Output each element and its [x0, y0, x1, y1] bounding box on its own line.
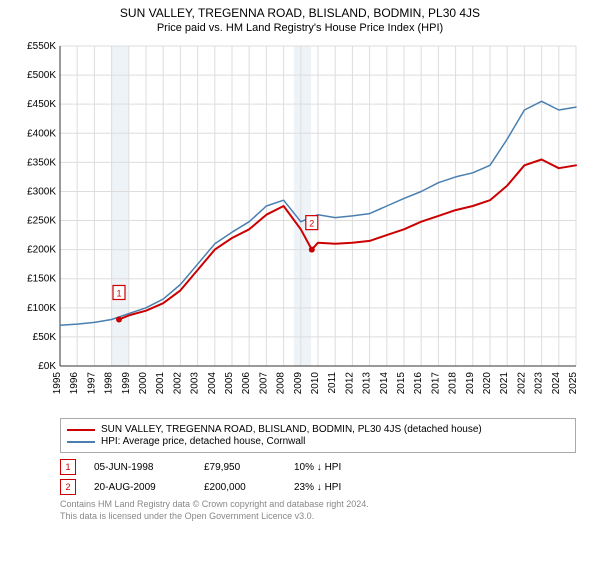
svg-text:1998: 1998 — [104, 372, 115, 395]
legend-label: HPI: Average price, detached house, Corn… — [101, 436, 305, 447]
svg-text:£450K: £450K — [27, 99, 56, 110]
svg-text:2000: 2000 — [138, 372, 149, 395]
marker-price: £200,000 — [204, 482, 294, 493]
svg-text:£150K: £150K — [27, 274, 56, 285]
svg-text:2018: 2018 — [448, 372, 459, 395]
svg-text:2010: 2010 — [310, 372, 321, 395]
svg-text:2003: 2003 — [190, 372, 201, 395]
svg-text:2013: 2013 — [362, 372, 373, 395]
legend-swatch — [67, 429, 95, 431]
legend-item: HPI: Average price, detached house, Corn… — [67, 436, 569, 447]
attribution-line-1: Contains HM Land Registry data © Crown c… — [60, 499, 576, 511]
svg-text:£0K: £0K — [38, 361, 56, 372]
svg-text:2008: 2008 — [276, 372, 287, 395]
marker-price: £79,950 — [204, 462, 294, 473]
svg-text:2019: 2019 — [465, 372, 476, 395]
page-subtitle: Price paid vs. HM Land Registry's House … — [0, 22, 600, 34]
svg-text:£200K: £200K — [27, 245, 56, 256]
marker-date: 05-JUN-1998 — [94, 462, 204, 473]
marker-date: 20-AUG-2009 — [94, 482, 204, 493]
svg-text:1999: 1999 — [121, 372, 132, 395]
svg-text:2024: 2024 — [551, 372, 562, 395]
svg-text:2009: 2009 — [293, 372, 304, 395]
svg-text:£100K: £100K — [27, 303, 56, 314]
svg-text:2015: 2015 — [396, 372, 407, 395]
svg-text:£300K: £300K — [27, 186, 56, 197]
svg-text:2001: 2001 — [155, 372, 166, 395]
svg-text:1996: 1996 — [69, 372, 80, 395]
svg-text:2023: 2023 — [534, 372, 545, 395]
svg-text:£350K: £350K — [27, 157, 56, 168]
svg-text:£550K: £550K — [27, 41, 56, 52]
svg-text:2011: 2011 — [327, 372, 338, 394]
svg-text:2005: 2005 — [224, 372, 235, 395]
svg-text:2004: 2004 — [207, 372, 218, 395]
svg-text:1: 1 — [116, 288, 121, 298]
marker-delta: 23% ↓ HPI — [294, 482, 384, 493]
svg-text:£250K: £250K — [27, 216, 56, 227]
svg-text:£400K: £400K — [27, 128, 56, 139]
svg-text:£50K: £50K — [33, 332, 57, 343]
svg-text:2012: 2012 — [344, 372, 355, 395]
price-chart: £0K £50K £100K £150K £200K £250K £300K £350K £40… — [16, 40, 584, 410]
legend-label: SUN VALLEY, TREGENNA ROAD, BLISLAND, BOD… — [101, 424, 482, 435]
svg-text:2007: 2007 — [258, 372, 269, 395]
legend: SUN VALLEY, TREGENNA ROAD, BLISLAND, BOD… — [60, 418, 576, 453]
marker-number: 2 — [60, 479, 76, 495]
svg-text:2016: 2016 — [413, 372, 424, 395]
chart-svg: £0K £50K £100K £150K £200K £250K £300K £350K £40… — [16, 40, 584, 410]
svg-text:2014: 2014 — [379, 372, 390, 395]
svg-text:2025: 2025 — [568, 372, 579, 395]
svg-text:2021: 2021 — [499, 372, 510, 395]
svg-text:1995: 1995 — [52, 372, 63, 395]
svg-text:2006: 2006 — [241, 372, 252, 395]
legend-item: SUN VALLEY, TREGENNA ROAD, BLISLAND, BOD… — [67, 424, 569, 435]
svg-text:2002: 2002 — [172, 372, 183, 395]
svg-text:2022: 2022 — [516, 372, 527, 395]
marker-delta: 10% ↓ HPI — [294, 462, 384, 473]
svg-text:2020: 2020 — [482, 372, 493, 395]
marker-number: 1 — [60, 459, 76, 475]
marker-row: 1 05-JUN-1998£79,95010% ↓ HPI — [60, 459, 576, 475]
svg-text:2: 2 — [309, 219, 314, 229]
attribution-line-2: This data is licensed under the Open Gov… — [60, 511, 576, 523]
legend-swatch — [67, 441, 95, 443]
marker-row: 2 20-AUG-2009£200,00023% ↓ HPI — [60, 479, 576, 495]
attribution: Contains HM Land Registry data © Crown c… — [60, 499, 576, 522]
page-title: SUN VALLEY, TREGENNA ROAD, BLISLAND, BOD… — [0, 6, 600, 20]
svg-text:£500K: £500K — [27, 70, 56, 81]
marker-table: 1 05-JUN-1998£79,95010% ↓ HPI 2 20-AUG-2009… — [60, 459, 576, 495]
svg-text:2017: 2017 — [430, 372, 441, 395]
svg-text:1997: 1997 — [86, 372, 97, 395]
